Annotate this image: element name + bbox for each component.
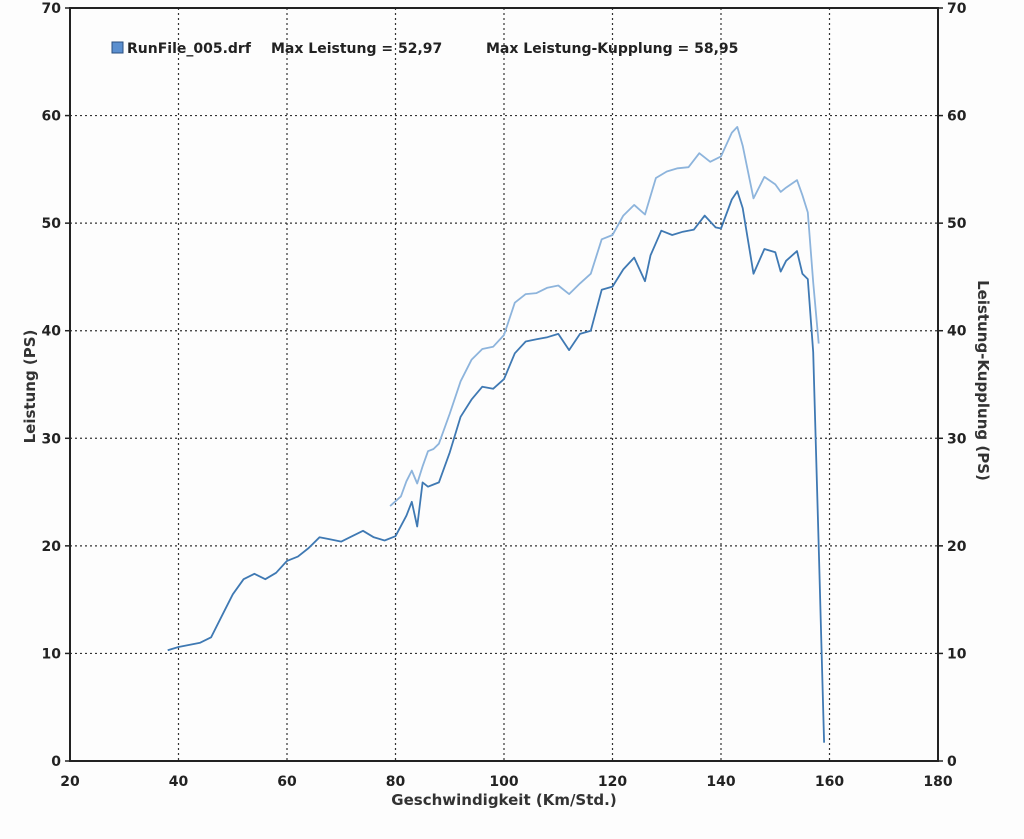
y-tick-label: 50 — [42, 216, 62, 232]
x-tick-label: 140 — [706, 774, 735, 790]
series-leistung-kupplung-line — [389, 126, 820, 507]
legend-swatch — [111, 41, 124, 54]
y-tick-label: 20 — [42, 539, 62, 555]
y-tick-label: 40 — [42, 324, 62, 340]
x-tick-label: 120 — [598, 774, 627, 790]
y2-axis-title: Leistung-Kupplung (PS) — [974, 280, 992, 481]
y2-tick-label: 0 — [947, 754, 957, 770]
y2-tick-label: 40 — [947, 324, 967, 340]
x-tick-label: 20 — [60, 774, 80, 790]
x-axis-title: Geschwindigkeit (Km/Std.) — [391, 791, 616, 809]
x-tick-label: 80 — [386, 774, 406, 790]
legend: RunFile_005.drf Max Leistung = 52,97 Max… — [111, 41, 738, 57]
y-tick-label: 0 — [51, 754, 61, 770]
x-tick-label: 100 — [489, 774, 518, 790]
legend-entry-max-leistung-kupplung: Max Leistung-Kupplung = 58,95 — [486, 41, 738, 57]
x-tick-label: 60 — [277, 774, 297, 790]
plot-frame — [69, 7, 939, 762]
x-tick-label: 160 — [815, 774, 844, 790]
y2-tick-label: 10 — [947, 646, 967, 662]
y2-tick-label: 20 — [947, 539, 967, 555]
grid-layer — [70, 8, 938, 761]
y2-tick-label: 50 — [947, 216, 967, 232]
y2-tick-label: 30 — [947, 431, 967, 447]
y2-tick-label: 70 — [947, 1, 967, 17]
legend-entry-max-leistung: Max Leistung = 52,97 — [271, 41, 442, 57]
y2-tick-label: 60 — [947, 109, 967, 125]
y-axis-title: Leistung (PS) — [21, 330, 39, 444]
legend-file-label: RunFile_005.drf — [127, 41, 252, 57]
y-tick-label: 60 — [42, 109, 62, 125]
ticks-layer: 20 40 60 80 100 120 140 160 180 0 0 10 10 20 20 30 30 40 4… — [42, 1, 967, 790]
y-tick-label: 10 — [42, 646, 62, 662]
x-tick-label: 180 — [923, 774, 952, 790]
lines-layer — [167, 126, 825, 743]
y-tick-label: 30 — [42, 431, 62, 447]
series-leistung-line — [167, 190, 825, 743]
x-tick-label: 40 — [169, 774, 189, 790]
y-tick-label: 70 — [42, 1, 62, 17]
